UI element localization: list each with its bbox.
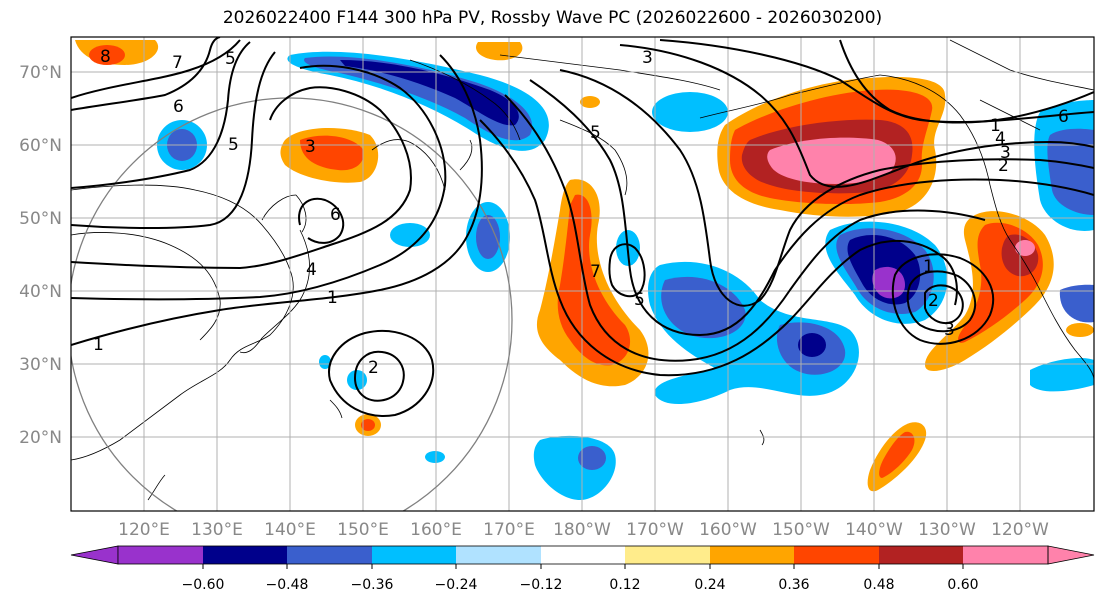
contour-label: 6 [173,97,184,117]
contour-label: 5 [634,290,645,310]
contour-label: 3 [944,320,955,340]
contour-label: 1 [990,116,1001,136]
map-title: 2026022400 F144 300 hPa PV, Rossby Wave … [222,8,883,28]
pv-contours [71,37,1094,417]
contour-label: 3 [642,48,653,68]
region-circle [71,97,513,511]
lon-label: 140°W [845,520,903,540]
contour-label: 4 [306,260,317,280]
lat-label: 60°N [19,136,62,156]
lon-label: 150°W [772,520,830,540]
lat-label: 30°N [19,355,62,375]
grid-lines [71,37,1094,511]
lat-label: 20°N [19,428,62,448]
colorbar-segment [710,546,794,564]
colorbar-segment [287,546,372,564]
colorbar-segment [794,546,879,564]
lon-label: 130°E [191,520,243,540]
contour-label: 2 [368,358,379,378]
contour-label: 5 [225,49,236,69]
lon-label: 160°W [699,520,757,540]
plot-border [70,36,1095,512]
contour-label: 8 [100,47,111,67]
coastlines [71,39,1094,501]
contour-label: 3 [305,137,316,157]
colorbar-max-extend [1047,545,1095,565]
lon-label: 170°E [483,520,535,540]
colorbar-tick-label: 0.36 [778,577,809,593]
lon-label: 140°E [264,520,316,540]
colorbar-segment [203,546,287,564]
colorbar-min-extend [70,545,119,565]
colorbar-segment [456,546,541,564]
lon-label: 180°W [553,520,611,540]
shaded-anomalies [75,40,1094,500]
contour-label-group: 8 7 6 5 3 5 3 6 4 1 1 2 7 5 1 2 3 5 4 3 … [93,47,1069,378]
colorbar-tick-label: −0.48 [266,577,309,593]
contour-label: 7 [172,53,183,73]
longitude-labels: 120°E 130°E 140°E 150°E 160°E 170°E 180°… [118,520,1049,540]
lon-label: 120°E [118,520,170,540]
colorbar-segment [963,546,1048,564]
colorbar-tick-label: 0.48 [863,577,894,593]
colorbar-segment [625,546,710,564]
contour-label: 1 [327,288,338,308]
latitude-labels: 70°N 60°N 50°N 40°N 30°N 20°N [19,63,62,448]
lon-label: 150°E [337,520,389,540]
lon-label: 130°W [918,520,976,540]
contour-label: 6 [330,205,341,225]
lat-label: 40°N [19,282,62,302]
contour-label: 2 [998,156,1009,176]
contour-label: 1 [93,335,104,355]
contour-label: 5 [228,135,239,155]
colorbar-segment [541,546,625,564]
colorbar-tick-label: 0.24 [694,577,725,593]
colorbar-tick-label: −0.36 [351,577,394,593]
contour-label: 7 [590,262,601,282]
colorbar-segment [879,546,963,564]
colorbar-tick-label: −0.60 [182,577,225,593]
contour-label: 2 [928,291,939,311]
colorbar-tick-label: −0.24 [435,577,478,593]
colorbar-tick-label: −0.12 [520,577,563,593]
colorbar-segment [118,546,203,564]
colorbar-border [117,545,1049,565]
lon-label: 120°W [991,520,1049,540]
lat-label: 70°N [19,63,62,83]
colorbar-tick-label: 0.12 [609,577,640,593]
colorbar-segment [372,546,456,564]
contour-label: 5 [590,123,601,143]
contour-label: 4 [995,129,1006,149]
colorbar: −0.60 −0.48 −0.36 −0.24 −0.12 0.12 0.24 … [70,545,1095,593]
colorbar-tick-label: 0.60 [947,577,978,593]
colorbar-ticks [202,564,964,569]
contour-label: 6 [1058,107,1069,127]
contour-label: 1 [923,257,934,277]
lon-label: 170°W [626,520,684,540]
lon-label: 160°E [410,520,462,540]
lat-label: 50°N [19,209,62,229]
contour-label: 3 [1000,143,1011,163]
